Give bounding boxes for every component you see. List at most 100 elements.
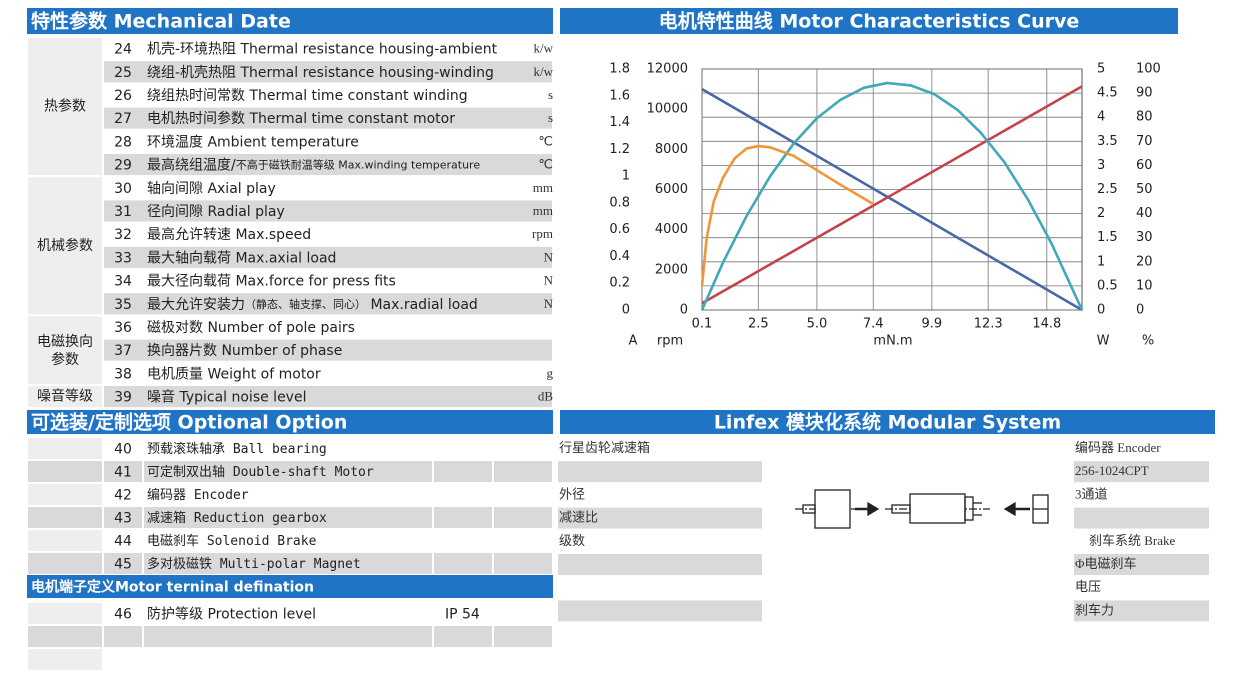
row-unit: k/w — [534, 41, 554, 56]
y-tick-label: 0 — [622, 303, 630, 318]
row-bg — [492, 624, 554, 649]
row-number: 24 — [114, 42, 132, 58]
row-unit: s — [548, 87, 553, 102]
group-cell — [26, 314, 104, 386]
y-axis-label: W — [1097, 334, 1110, 349]
row-bg — [492, 436, 554, 461]
row-number: 31 — [114, 204, 132, 220]
row-bg — [556, 552, 764, 577]
y-tick-label: 0.6 — [609, 222, 630, 237]
y-tick-label: 0.2 — [609, 276, 630, 291]
y-tick-label: 6000 — [655, 182, 688, 197]
module-text: 256-1024CPT — [1075, 463, 1149, 478]
row-text: 最大径向载荷 Max.force for press fits — [147, 274, 396, 290]
row-number: 40 — [114, 442, 132, 458]
y-tick-label: 90 — [1136, 86, 1153, 101]
row-bg — [102, 624, 144, 649]
series-line — [700, 144, 874, 287]
row-bg — [432, 482, 494, 507]
row-text: 电磁刹车 Solenoid Brake — [147, 533, 317, 549]
y-tick-label: 0.8 — [609, 195, 630, 210]
row-number: 36 — [114, 320, 132, 336]
y-axis-label: % — [1142, 334, 1154, 349]
module-text: 3通道 — [1075, 486, 1108, 501]
row-value: IP 54 — [445, 607, 480, 623]
row-bg — [492, 528, 554, 553]
row-bg — [26, 436, 104, 461]
y-tick-label: 3.5 — [1097, 134, 1118, 149]
row-bg — [556, 575, 764, 601]
module-text: 刹车系统 Brake — [1089, 533, 1176, 548]
module-text: Φ电磁刹车 — [1075, 556, 1137, 571]
module-text: 减速比 — [559, 510, 598, 525]
y-tick-label: 60 — [1136, 158, 1153, 173]
row-bg — [26, 551, 104, 576]
group-label: 噪音等级 — [37, 388, 93, 405]
row-text: 最大轴向载荷 Max.axial load — [147, 250, 336, 266]
y-tick-label: 12000 — [647, 62, 688, 77]
row-unit: N — [544, 249, 554, 264]
row-bg — [492, 505, 554, 530]
y-tick-label: 20 — [1136, 254, 1153, 269]
row-text-small: 不高于磁铁耐温等级 Max.winding temperature — [236, 158, 481, 172]
row-text-main: 电机热时间参数 Thermal time constant motor — [147, 110, 455, 127]
row-bg — [1072, 505, 1211, 531]
group-label: 电磁换向参数 — [37, 333, 93, 368]
y-tick-label: 0 — [1097, 303, 1105, 318]
row-text-main: 最大允许安装力 — [147, 297, 245, 313]
row-text: 编码器 Encoder — [147, 488, 249, 503]
row-text: 磁极对数 Number of pole pairs — [147, 320, 355, 336]
y-tick-label: 40 — [1136, 206, 1153, 221]
row-number: 45 — [114, 557, 132, 573]
row-bg — [432, 624, 494, 649]
row-text: 绕组热时间常数 Thermal time constant winding — [147, 88, 468, 104]
row-text-main: 最大轴向载荷 Max.axial load — [147, 250, 336, 266]
row-number: 42 — [114, 488, 132, 504]
y-tick-label: 10000 — [647, 102, 688, 117]
y-tick-label: 10 — [1136, 278, 1153, 293]
row-text-tail: Max.radial load — [366, 297, 478, 313]
row-text-main: 最高绕组温度/ — [147, 157, 236, 174]
section-header-bar — [560, 8, 1178, 34]
y-tick-label: 1.4 — [609, 115, 630, 130]
row-text-main: 机壳-环境热阻 Thermal resistance housing-ambie… — [147, 41, 498, 58]
row-unit: dB — [538, 389, 554, 404]
section-header-bar — [560, 410, 1215, 434]
row-number: 25 — [114, 65, 132, 81]
row-text: 径向间隙 Radial play — [147, 204, 285, 220]
row-bg — [432, 528, 494, 553]
row-unit: N — [544, 273, 554, 288]
y-axis-label: rpm — [657, 334, 683, 349]
row-text-main: 绕组-机壳热阻 Thermal resistance housing-windi… — [147, 64, 494, 81]
group-cell — [26, 175, 104, 317]
row-text: 噪音 Typical noise level — [147, 389, 306, 406]
row-bg — [26, 482, 104, 507]
row-bg — [102, 384, 554, 410]
row-text: 机壳-环境热阻 Thermal resistance housing-ambie… — [147, 41, 498, 58]
row-bg — [432, 505, 494, 530]
row-bg — [142, 647, 434, 672]
row-text-main: 绕组热时间常数 Thermal time constant winding — [147, 88, 468, 104]
row-bg — [26, 624, 104, 649]
y-tick-label: 1 — [622, 169, 630, 184]
y-tick-label: 4000 — [655, 222, 688, 237]
section-header: 电机特性曲线 Motor Characteristics Curve — [659, 10, 1080, 33]
row-text: 换向器片数 Number of phase — [147, 342, 342, 359]
row-text-main: 环境温度 Ambient temperature — [147, 134, 359, 150]
row-unit: ℃ — [538, 133, 553, 148]
row-text-main: 最高允许转速 Max.speed — [147, 226, 311, 243]
row-text: 减速箱 Reduction gearbox — [147, 510, 327, 526]
row-number: 44 — [114, 534, 132, 550]
x-tick-label: 5.0 — [807, 317, 828, 332]
x-tick-label: 14.8 — [1032, 317, 1061, 332]
y-tick-label: 1.6 — [609, 88, 630, 103]
y-tick-label: 0 — [1136, 303, 1144, 318]
row-bg — [492, 647, 554, 672]
y-tick-label: 2 — [1097, 206, 1105, 221]
row-text: 电机热时间参数 Thermal time constant motor — [147, 110, 455, 127]
section-header: 可选装/定制选项 Optional Option — [31, 411, 347, 434]
row-text-main: 电机质量 Weight of motor — [147, 366, 321, 382]
y-tick-label: 50 — [1136, 182, 1153, 197]
section-header: Linfex 模块化系统 Modular System — [714, 411, 1061, 434]
